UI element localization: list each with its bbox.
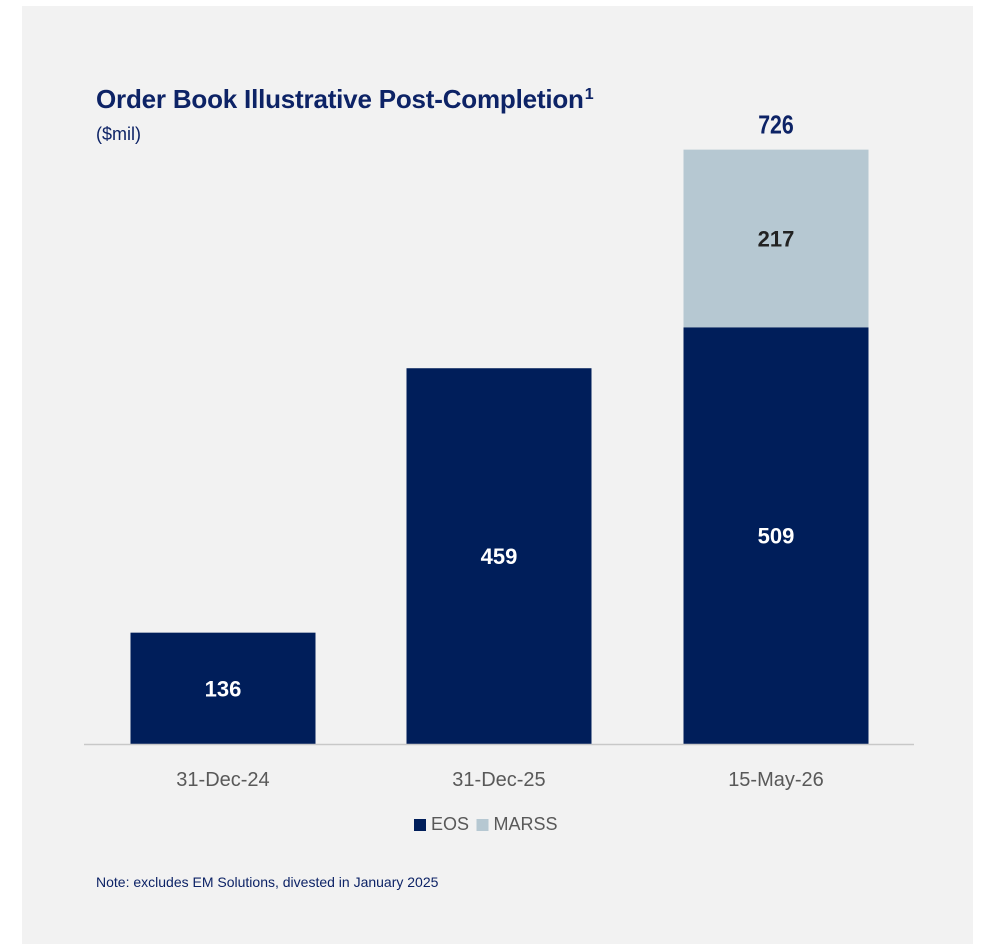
x-tick-label-31-dec-24: 31-Dec-24	[176, 769, 269, 791]
chart-title: Order Book Illustrative Post-Completion1	[96, 84, 594, 115]
x-tick-label-15-may-26: 15-May-26	[728, 769, 824, 791]
legend-label-eos: EOS	[431, 814, 469, 834]
bar-eos-15-may-26	[683, 327, 869, 744]
title-footnote-marker: 1	[584, 86, 594, 103]
total-label-15-may-26: 726	[758, 111, 794, 141]
chart-subtitle: ($mil)	[96, 124, 141, 144]
bar-marss-15-may-26	[683, 149, 869, 328]
data-label-eos-31-dec-25: 459	[481, 544, 518, 569]
x-tick-label-31-dec-25: 31-Dec-25	[452, 769, 545, 791]
bar-eos-31-dec-25	[406, 368, 592, 744]
legend-swatch-marss	[476, 819, 489, 831]
legend-label-marss: MARSS	[494, 814, 558, 834]
data-label-marss-15-may-26: 217	[758, 226, 795, 251]
footnote: Note: excludes EM Solutions, divested in…	[96, 874, 439, 890]
chart-title-text: Order Book Illustrative Post-Completion	[96, 84, 584, 114]
data-label-eos-31-dec-24: 136	[205, 676, 242, 701]
legend-swatch-eos	[414, 819, 426, 831]
data-label-eos-15-may-26: 509	[758, 524, 795, 549]
bar-eos-31-dec-24	[130, 632, 316, 744]
